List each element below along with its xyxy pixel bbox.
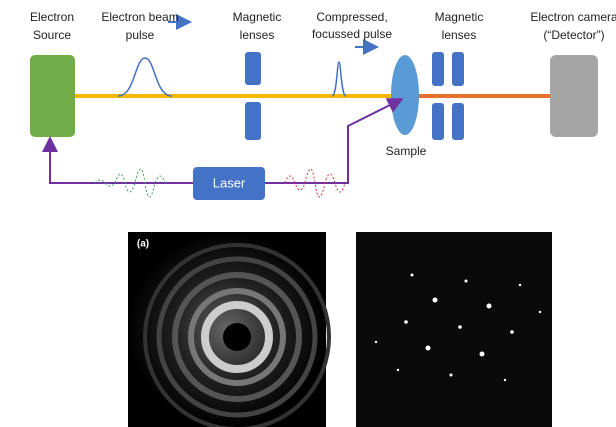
laser-path [50, 140, 193, 183]
label: focussed pulse [312, 27, 392, 41]
figure: Laser Electron Source Electron beam puls… [0, 0, 616, 427]
pulse [332, 62, 346, 96]
label: Electron beam [101, 10, 178, 24]
laser-path [265, 100, 400, 183]
image-panel [356, 232, 552, 427]
label: Sample [386, 144, 427, 158]
label: (“Detector”) [543, 28, 604, 42]
label: Source [33, 28, 71, 42]
source-box [30, 55, 75, 137]
lens [452, 103, 464, 140]
detector-box [550, 55, 598, 137]
panel-label: (a) [137, 239, 149, 250]
lens [245, 102, 261, 140]
spot-pattern [356, 232, 552, 427]
lens [245, 52, 261, 85]
beamline: Laser Electron Source Electron beam puls… [30, 10, 616, 200]
ring-pattern: (a) [128, 232, 329, 427]
lens [432, 52, 444, 86]
label: Magnetic [233, 10, 282, 24]
label: Electron camera [530, 10, 616, 24]
label: lenses [240, 28, 275, 42]
label: lenses [442, 28, 477, 42]
lens [432, 103, 444, 140]
label: Magnetic [435, 10, 484, 24]
sample [391, 55, 419, 135]
label: Electron [30, 10, 74, 24]
label: Compressed, [316, 10, 387, 24]
label: pulse [126, 28, 155, 42]
laser-label: Laser [213, 175, 246, 190]
pulse [118, 58, 172, 96]
lens [452, 52, 464, 86]
